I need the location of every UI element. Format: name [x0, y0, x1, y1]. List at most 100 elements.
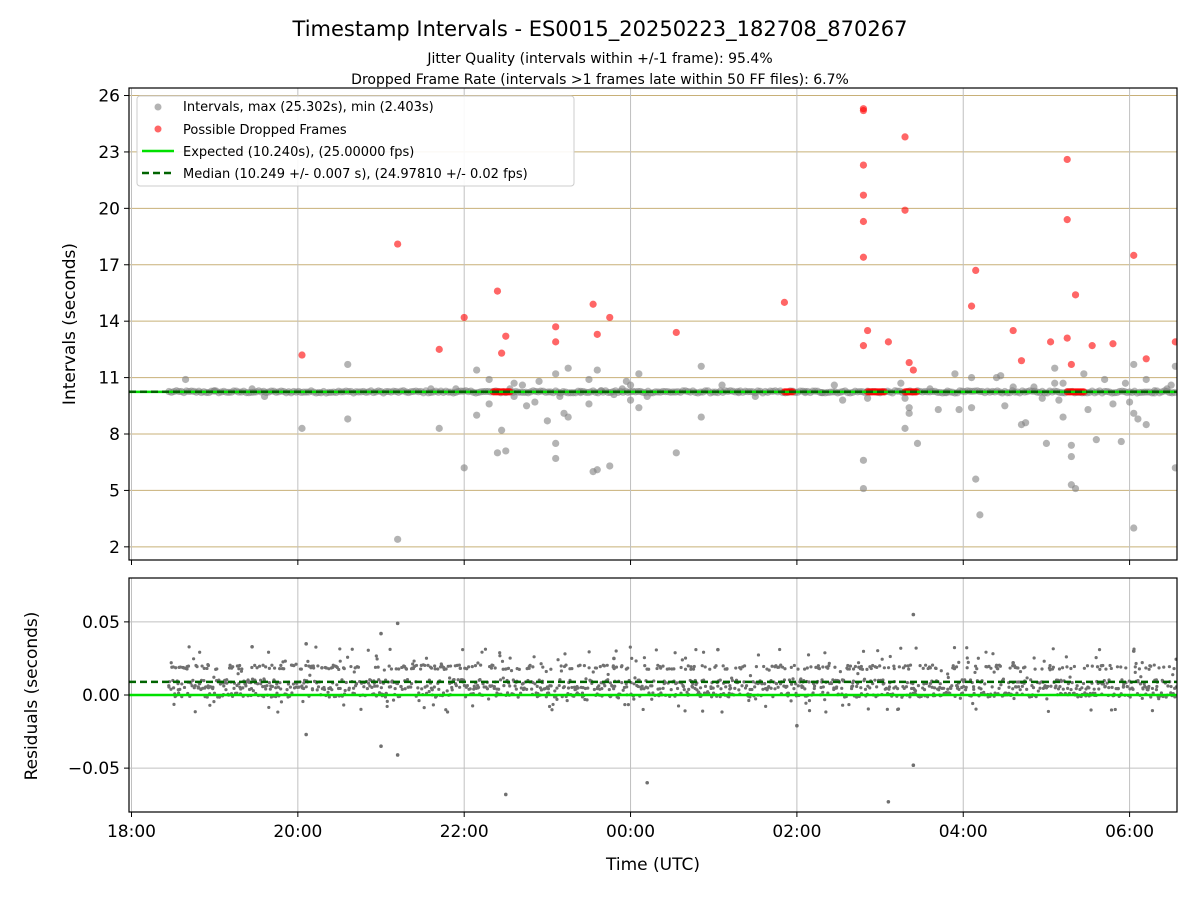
residual-point	[241, 686, 245, 690]
residual-point	[865, 667, 869, 671]
residual-point	[721, 664, 725, 668]
interval-point	[181, 375, 190, 384]
residual-point	[801, 685, 805, 689]
residual-point	[1149, 664, 1153, 668]
residual-point	[382, 668, 386, 672]
residual-point	[399, 685, 403, 689]
interval-point	[1134, 415, 1142, 423]
residual-point	[266, 650, 271, 654]
residual-point	[1018, 669, 1023, 674]
residual-point	[739, 667, 743, 671]
residual-point	[1154, 688, 1159, 692]
residual-point	[379, 686, 383, 690]
residual-point	[458, 685, 462, 689]
residual-point	[1107, 686, 1111, 690]
residual-point	[714, 664, 718, 668]
residual-point	[587, 650, 591, 654]
residual-point	[767, 668, 771, 672]
residual-point	[1101, 682, 1106, 686]
residual-point	[338, 659, 342, 663]
residual-point	[623, 702, 627, 707]
residual-point	[866, 707, 870, 711]
residual-point	[949, 686, 953, 690]
interval-point	[1084, 405, 1092, 414]
y-tick-label: 20	[98, 199, 120, 219]
residual-point	[1109, 708, 1114, 712]
residual-point	[531, 665, 535, 669]
residual-point	[283, 659, 287, 663]
residual-point	[420, 687, 424, 691]
residual-point	[467, 665, 471, 669]
residual-point	[304, 685, 308, 689]
residual-point	[1054, 684, 1058, 688]
residual-point	[232, 686, 236, 690]
residual-point	[431, 703, 435, 707]
residual-point	[231, 665, 235, 669]
residual-point	[264, 687, 268, 691]
legend-label-median: Median (10.249 +/- 0.007 s), (24.97810 +…	[183, 167, 528, 182]
residual-point	[626, 666, 630, 670]
residual-point	[824, 710, 828, 714]
residual-point	[848, 664, 853, 668]
residual-point	[634, 659, 638, 663]
residual-point	[1094, 656, 1098, 660]
residual-point	[409, 685, 413, 689]
residual-point	[302, 681, 306, 685]
residual-point	[853, 664, 858, 669]
residual-point	[930, 663, 935, 667]
residual-point	[761, 687, 765, 691]
residual-point	[964, 688, 968, 692]
legend-marker-dropped	[154, 125, 162, 133]
residual-point	[598, 665, 602, 669]
residual-point	[509, 668, 514, 673]
residual-point	[222, 684, 226, 688]
residual-point	[886, 799, 891, 804]
residual-point	[992, 670, 996, 674]
residual-point	[525, 687, 529, 692]
residual-point	[602, 664, 606, 668]
x-tick-label: 06:00	[1105, 822, 1154, 842]
residual-point	[728, 684, 732, 688]
residual-point	[862, 677, 867, 681]
residual-point	[716, 647, 720, 652]
residual-point	[178, 665, 183, 669]
y-tick-label: 5	[109, 481, 120, 501]
residual-point	[875, 665, 879, 670]
residual-point	[559, 664, 563, 668]
residual-point	[742, 680, 746, 684]
residual-point	[178, 687, 182, 692]
interval-point	[522, 402, 531, 410]
residual-point	[582, 664, 586, 668]
residual-point	[1066, 686, 1070, 691]
residual-point	[498, 651, 502, 655]
residual-point	[1058, 684, 1062, 689]
residual-point	[1090, 664, 1094, 668]
dropped-frame-point	[1130, 251, 1138, 259]
residual-point	[1042, 659, 1046, 663]
dropped-frame-point	[859, 342, 868, 350]
interval-point	[1130, 409, 1138, 417]
residual-point	[785, 684, 789, 688]
dropped-frame-point	[606, 313, 614, 322]
residual-point	[237, 667, 241, 671]
y-tick-label: 0.05	[82, 613, 120, 633]
intervals-y-axis-label: Intervals (seconds)	[60, 243, 80, 405]
interval-point	[905, 404, 913, 412]
intervals-x-ticks	[130, 560, 1131, 565]
residual-point	[445, 689, 449, 693]
interval-point	[1001, 402, 1009, 410]
interval-point	[643, 392, 651, 400]
x-tick-label: 20:00	[273, 822, 322, 842]
residual-point	[606, 678, 610, 682]
residual-point	[686, 664, 690, 668]
residual-point	[479, 663, 483, 667]
residual-point	[1150, 686, 1155, 691]
residual-point	[779, 663, 783, 667]
residual-point	[681, 684, 686, 689]
dropped-frame-point	[552, 338, 560, 346]
residual-point	[964, 685, 968, 689]
residual-point	[1101, 663, 1105, 668]
residual-point	[274, 686, 278, 690]
interval-point	[951, 370, 959, 378]
residual-point	[654, 648, 658, 652]
